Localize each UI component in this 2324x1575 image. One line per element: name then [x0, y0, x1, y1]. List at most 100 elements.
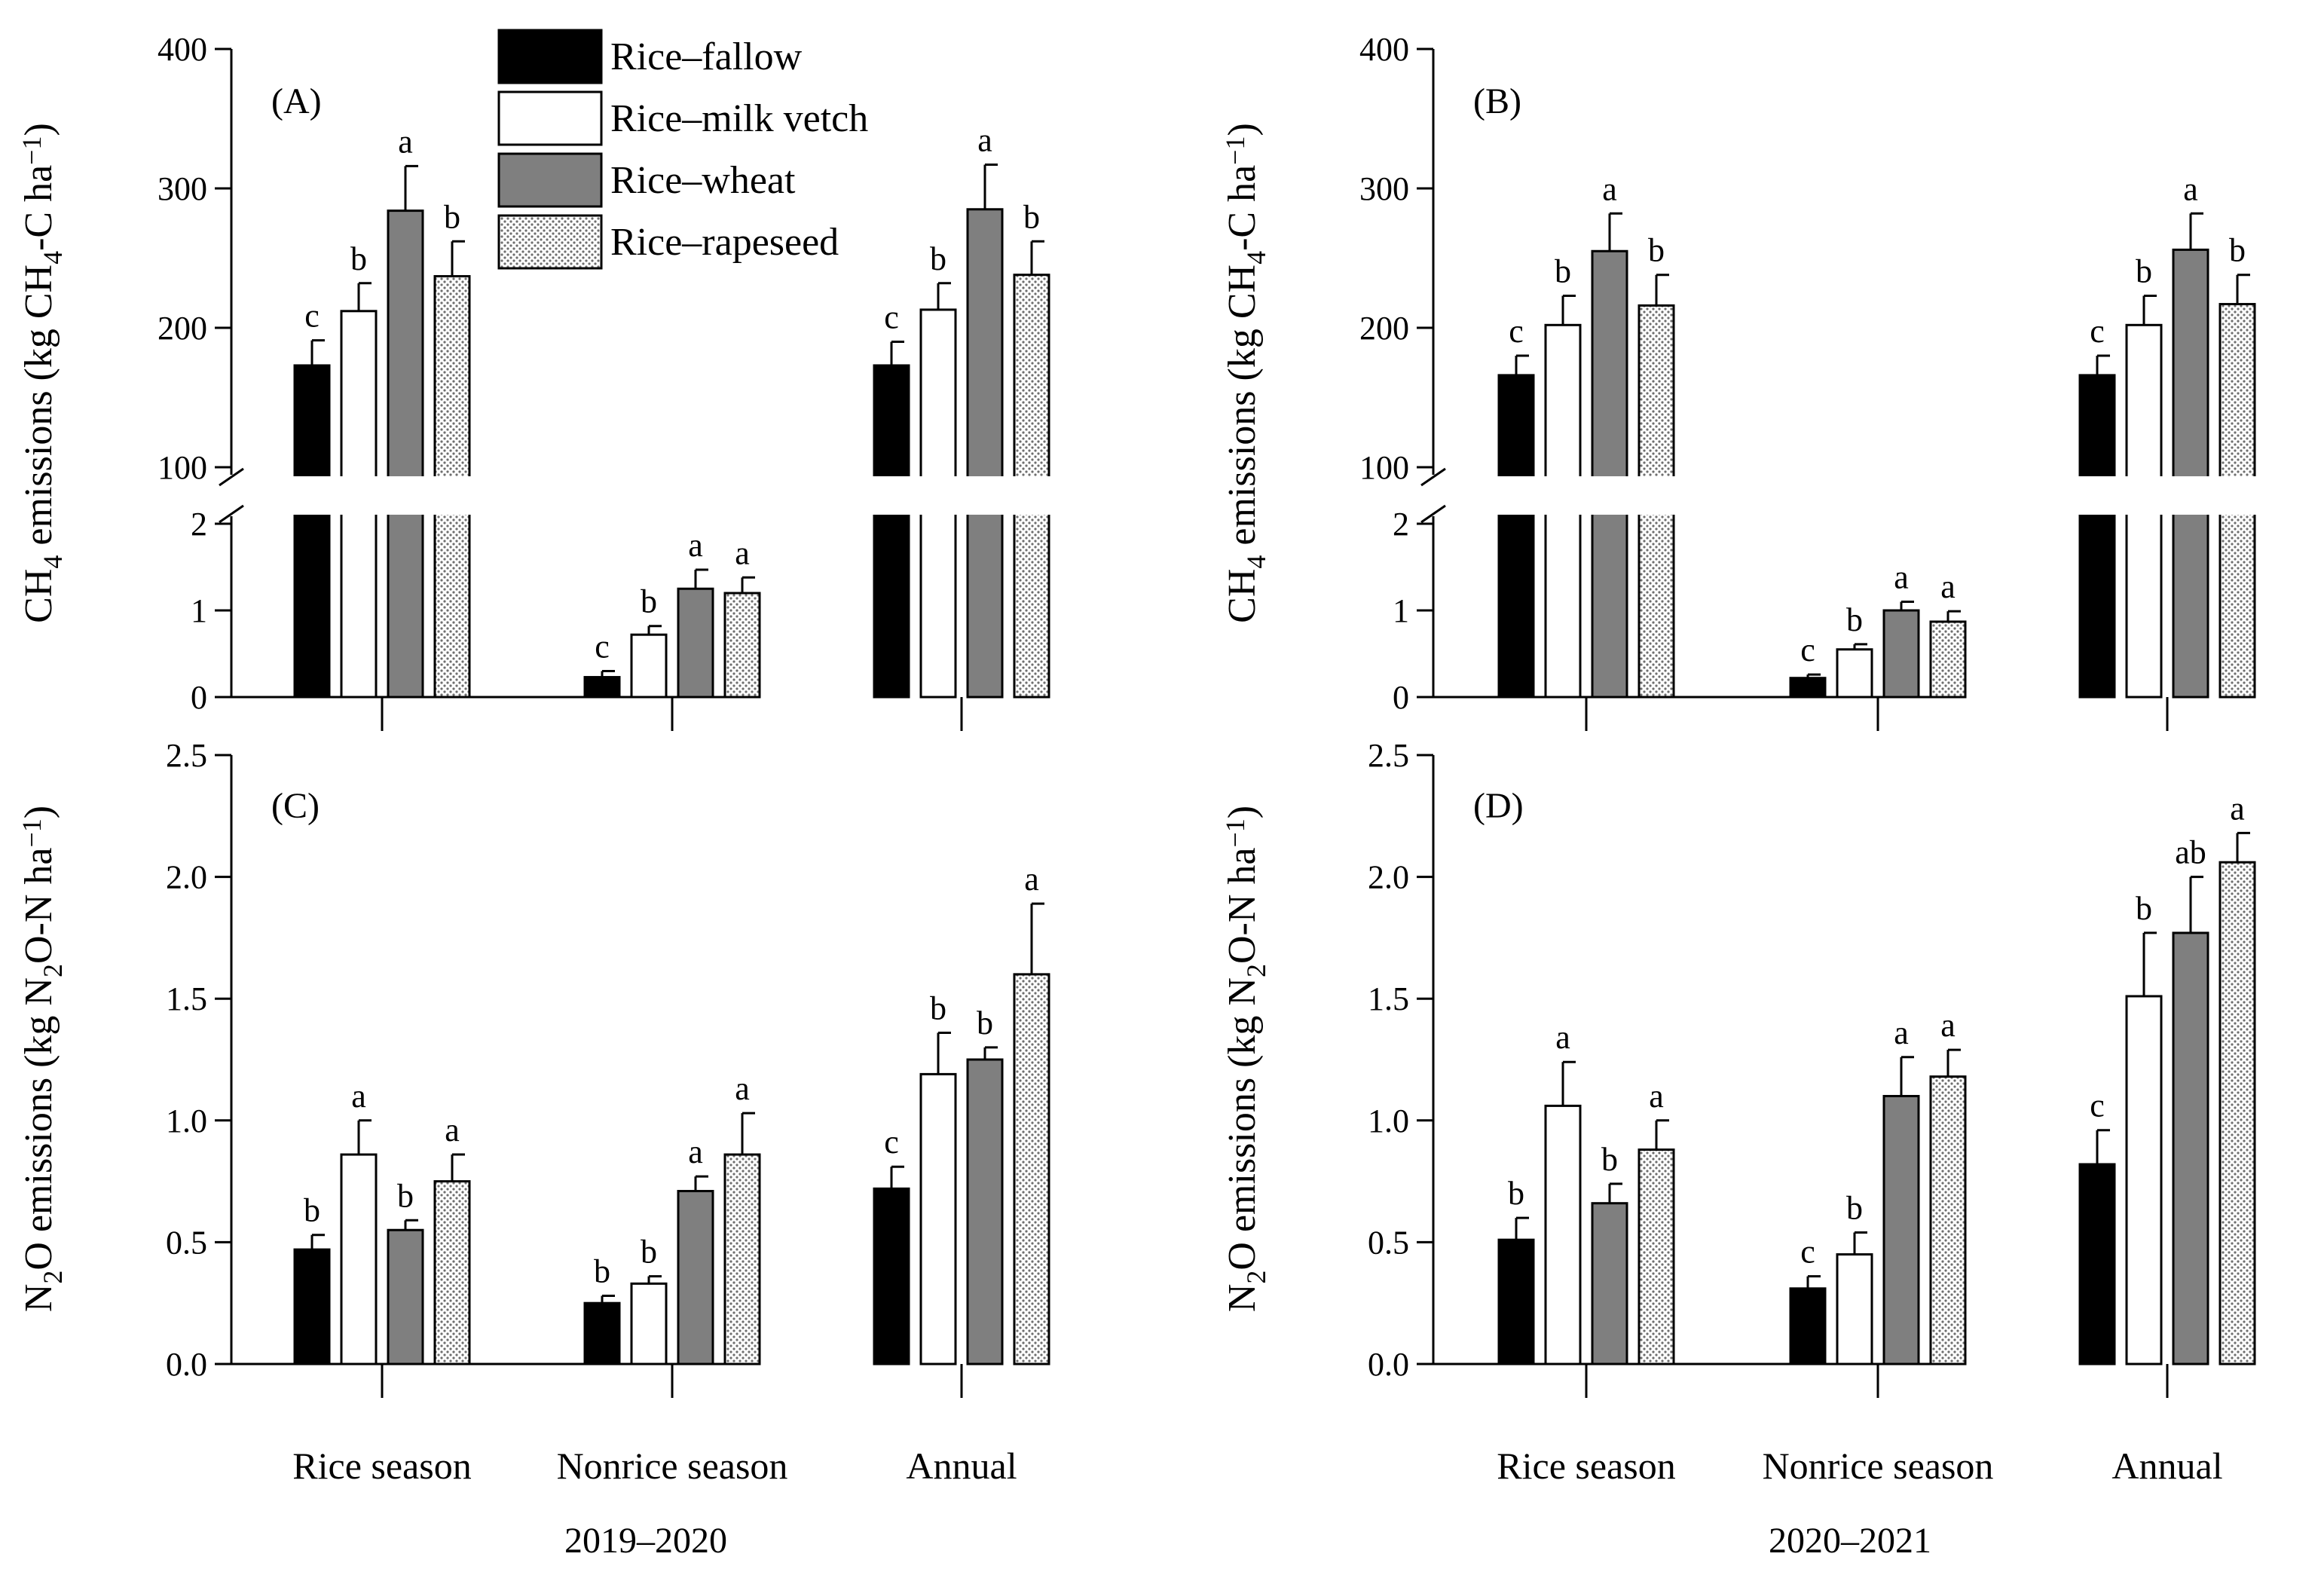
y-tick-label: 1.5 — [166, 980, 207, 1017]
legend-swatch — [497, 214, 603, 270]
axis-title-part: −1 — [1220, 818, 1250, 847]
significance-letter: a — [1940, 568, 1956, 605]
legend-label: Rice–wheat — [610, 159, 796, 202]
bar — [2078, 374, 2116, 699]
axis-title-part: O-N ha — [17, 848, 60, 965]
axis-title-part: −1 — [17, 818, 47, 847]
significance-letter: b — [1555, 252, 1571, 289]
legend-label: Rice–fallow — [610, 35, 803, 78]
significance-letter: a — [2183, 170, 2198, 207]
significance-letter: c — [2090, 313, 2105, 350]
bar-break-gap — [2124, 476, 2164, 515]
bar — [966, 208, 1004, 699]
significance-letter: c — [595, 628, 610, 665]
ch4-y-axis-title: CH4 emissions (kg CH4-C ha−1) — [17, 123, 68, 623]
bar — [723, 592, 761, 699]
bar — [1544, 1104, 1582, 1366]
significance-letter: a — [1894, 1014, 1909, 1051]
axis-title-part: ) — [17, 123, 60, 136]
bar — [630, 633, 668, 699]
y-tick-label: 0 — [1393, 679, 1409, 716]
axis-title-part: O emissions (kg N — [1221, 977, 1264, 1271]
bar — [1638, 1148, 1675, 1366]
y-tick-label: 200 — [157, 310, 207, 347]
significance-letter: b — [1508, 1175, 1524, 1212]
significance-letter: a — [735, 534, 750, 571]
y-tick-label: 1.0 — [166, 1102, 207, 1139]
y-tick-label: 200 — [1359, 310, 1409, 347]
bar — [2172, 248, 2209, 699]
significance-letter: a — [688, 527, 703, 564]
axis-break-mark — [219, 504, 244, 524]
x-category-label: Nonrice season — [557, 1445, 788, 1487]
bar — [677, 1190, 714, 1366]
panel-label: (C) — [271, 786, 320, 826]
significance-letter: a — [351, 1078, 366, 1115]
significance-letter: c — [1509, 313, 1524, 350]
bar-break-gap — [918, 476, 959, 515]
axis-break-mark — [1420, 467, 1446, 487]
bar — [873, 1187, 910, 1366]
significance-letter: b — [1846, 601, 1863, 638]
axis-title-part: 2 — [38, 1271, 68, 1284]
bar-break-gap — [1496, 476, 1537, 515]
significance-letter: a — [1940, 1007, 1956, 1044]
y-tick-label: 0.0 — [1368, 1346, 1409, 1383]
significance-letter: c — [304, 298, 320, 335]
significance-letter: b — [397, 1177, 414, 1214]
bar — [1497, 1238, 1535, 1366]
n2o-y-axis-title: N2O emissions (kg N2O-N ha−1) — [17, 806, 68, 1312]
axis-title-part: ) — [17, 806, 60, 818]
significance-letter: b — [641, 583, 657, 620]
y-tick-label: 100 — [1359, 449, 1409, 486]
bar — [723, 1153, 761, 1366]
year-label: 2020–2021 — [1769, 1521, 1931, 1561]
legend: Rice–fallow Rice–milk vetch Rice–wheat Rice… — [497, 29, 868, 270]
significance-letter: b — [1023, 198, 1040, 235]
axis-title-part: N — [1221, 1284, 1264, 1313]
significance-letter: b — [594, 1253, 610, 1290]
bar-break-gap — [2217, 476, 2258, 515]
bar — [1836, 648, 1873, 699]
axis-title-part: 2 — [38, 964, 68, 977]
y-tick-label: 0 — [191, 679, 207, 716]
axis-title-part: -C ha — [1221, 165, 1264, 251]
axis-title-part: 2 — [1241, 964, 1271, 977]
axis-title-part: −1 — [1220, 136, 1250, 164]
legend-swatch — [497, 29, 603, 84]
y-tick-label: 100 — [157, 449, 207, 486]
significance-letter: b — [2136, 252, 2152, 289]
x-category-label: Nonrice season — [1763, 1445, 1994, 1487]
axis-title-part: N — [17, 1284, 60, 1313]
significance-letter: c — [1800, 1234, 1815, 1271]
axis-title-part: 4 — [38, 251, 68, 265]
bar — [630, 1282, 668, 1366]
x-category-label: Rice season — [292, 1445, 471, 1487]
bar — [1591, 249, 1628, 699]
panel-label: (D) — [1473, 786, 1524, 826]
bar — [1591, 1202, 1628, 1366]
y-tick-label: 1 — [191, 592, 207, 629]
axis-title-part: 4 — [38, 555, 68, 569]
bar — [677, 587, 714, 699]
bar — [293, 1248, 331, 1366]
significance-letter: b — [1601, 1141, 1618, 1178]
significance-letter: c — [884, 1124, 899, 1161]
axis-title-part: O emissions (kg N — [17, 977, 60, 1271]
significance-letter: a — [398, 123, 413, 160]
bar-break-gap — [2077, 476, 2118, 515]
x-category-label: Rice season — [1497, 1445, 1675, 1487]
bar — [1882, 609, 1920, 699]
significance-letter: b — [304, 1192, 320, 1229]
bar-break-gap — [1589, 476, 1630, 515]
significance-letter: b — [1648, 232, 1665, 269]
axis-title-part: −1 — [17, 136, 47, 164]
significance-letter: a — [735, 1070, 750, 1107]
axis-title-part: 4 — [1241, 555, 1271, 569]
axis-title-part: CH — [17, 569, 60, 623]
x-category-label: Annual — [906, 1445, 1017, 1487]
panel-label: (B) — [1473, 81, 1521, 121]
